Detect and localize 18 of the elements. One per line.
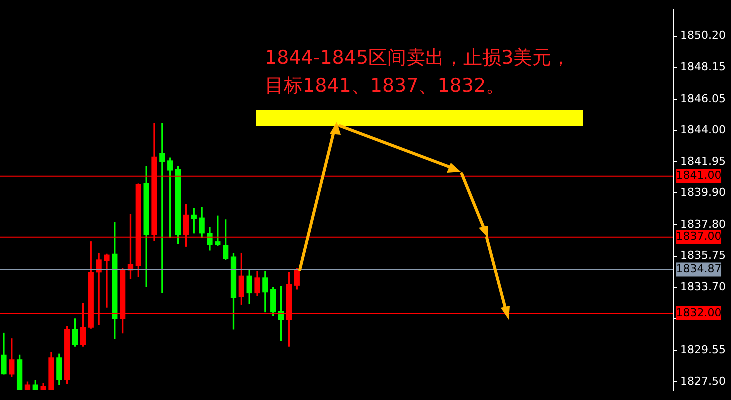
candlestick [104, 254, 110, 308]
y-tick-label: 1829.55 [680, 344, 726, 357]
candlestick [160, 124, 166, 294]
y-tick-label: 1850.20 [680, 29, 726, 42]
y-tick-label: 1827.50 [680, 374, 726, 388]
y-tick-label: 1844.00 [680, 124, 726, 137]
y-tick-label: 1833.70 [680, 280, 726, 294]
ref-line-label: 1837.00 [676, 230, 722, 244]
y-tick-label: 1839.90 [680, 186, 726, 200]
annotation: 1844-1845区间卖出，止损3美元，目标1841、1837、1832。 [265, 46, 572, 99]
y-tick-label: 1835.75 [680, 249, 726, 262]
y-tick-label: 1848.15 [680, 60, 726, 74]
y-tick-label: 1841.95 [680, 154, 726, 168]
ref-line-label: 1841.00 [676, 169, 722, 182]
ref-line-label: 1832.00 [676, 306, 722, 320]
y-tick-label: 1837.80 [680, 218, 726, 231]
ref-line-label: 1834.87 [676, 262, 722, 276]
y-tick-label: 1846.05 [680, 92, 726, 106]
